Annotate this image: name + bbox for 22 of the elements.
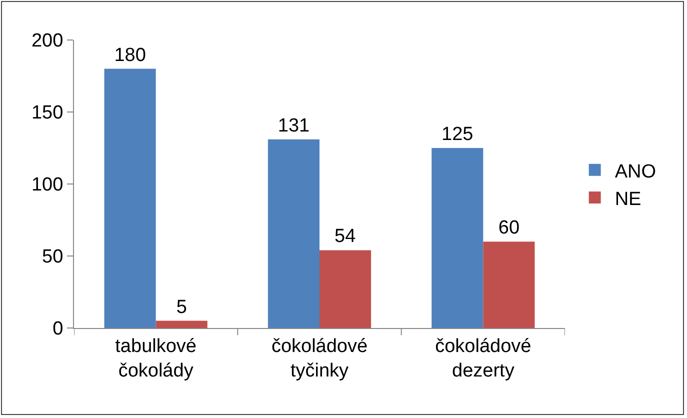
y-tick-label: 50	[42, 246, 64, 268]
data-label: 54	[334, 226, 356, 248]
y-tick-label: 150	[31, 102, 64, 124]
y-tick-label: 0	[52, 318, 64, 340]
legend-label: ANO	[614, 161, 656, 182]
x-tick-label: čokoládové dezerty	[435, 336, 532, 382]
y-tick-label: 200	[31, 30, 64, 52]
bar	[320, 250, 372, 328]
bar	[268, 139, 320, 328]
data-label: 131	[278, 115, 310, 136]
data-label: 60	[498, 218, 520, 239]
data-label: 180	[114, 44, 146, 66]
bar	[156, 320, 208, 328]
x-tick-label: čokoládové tyčinky	[271, 336, 368, 382]
data-label: 125	[442, 124, 474, 145]
bar	[432, 148, 484, 328]
legend-label: NE	[614, 188, 642, 210]
y-tick-label: 100	[31, 174, 64, 196]
bar	[483, 242, 535, 328]
data-label: 5	[176, 296, 187, 318]
bar	[104, 68, 156, 328]
x-tick-label: tabulkové čokolády	[115, 336, 196, 382]
